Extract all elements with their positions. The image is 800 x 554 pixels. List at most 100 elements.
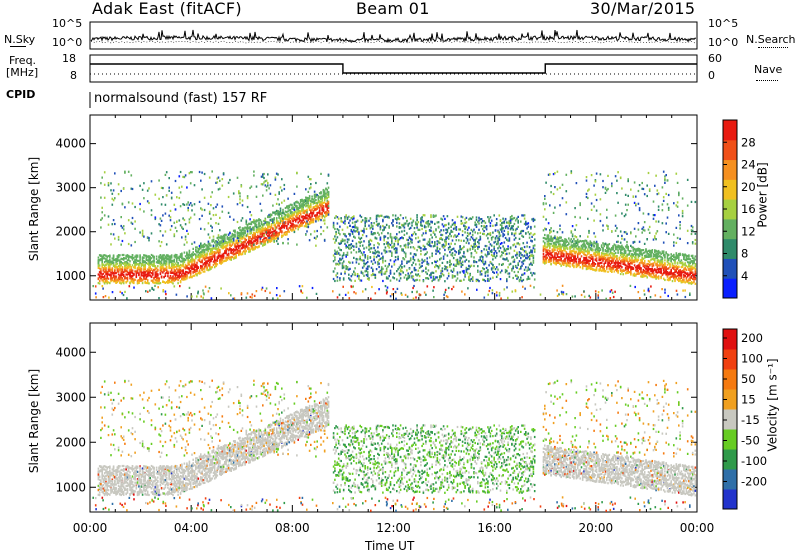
power-echo-cell xyxy=(264,236,267,239)
velocity-echo-cell xyxy=(107,481,110,485)
power-echo-cell xyxy=(174,208,177,211)
power-echo-cell xyxy=(184,235,187,238)
power-echo-cell xyxy=(272,238,274,241)
power-echo-cell xyxy=(150,253,153,257)
velocity-echo-cell xyxy=(183,487,186,490)
power-echo-cell xyxy=(240,184,243,187)
power-echo-cell xyxy=(179,268,182,272)
velocity-echo-cell xyxy=(112,476,115,479)
velocity-echo-cell xyxy=(160,487,163,490)
velocity-echo-cell xyxy=(169,419,172,423)
velocity-echo-cell xyxy=(105,469,107,472)
velocity-echo-cell xyxy=(158,491,160,494)
power-echo-cell xyxy=(110,271,112,274)
velocity-echo-cell xyxy=(133,489,135,492)
power-echo-cell xyxy=(125,273,127,276)
velocity-echo-cell xyxy=(134,438,136,441)
velocity-echo-cell xyxy=(101,466,103,469)
velocity-echo-cell xyxy=(203,476,206,479)
power-echo-cell xyxy=(265,223,268,226)
power-echo-cell xyxy=(107,223,110,226)
velocity-echo-cell xyxy=(174,484,177,487)
power-echo-cell xyxy=(208,176,211,179)
power-echo-cell xyxy=(246,241,249,244)
power-echo-cell xyxy=(216,203,219,206)
velocity-echo-cell xyxy=(136,491,139,494)
power-echo-cell xyxy=(215,245,217,248)
power-echo-cell xyxy=(249,186,251,190)
velocity-echo-cell xyxy=(164,486,167,489)
velocity-echo-cell xyxy=(189,465,192,468)
velocity-echo-cell xyxy=(109,465,111,468)
velocity-echo-cell xyxy=(115,488,117,491)
velocity-echo-cell xyxy=(101,468,103,471)
power-echo-cell xyxy=(265,229,268,232)
power-echo-cell xyxy=(198,246,201,249)
velocity-echo-cell xyxy=(184,475,187,478)
power-echo-cell xyxy=(110,274,112,277)
velocity-echo-cell xyxy=(206,467,208,470)
velocity-echo-cell xyxy=(141,493,144,496)
power-echo-cell xyxy=(178,266,181,269)
velocity-echo-cell xyxy=(248,451,250,454)
power-echo-cell xyxy=(125,281,127,284)
velocity-echo-cell xyxy=(177,486,179,489)
velocity-echo-cell xyxy=(135,485,138,488)
power-echo-cell xyxy=(270,231,273,234)
power-echo-cell xyxy=(167,281,169,284)
velocity-echo-cell xyxy=(198,482,201,485)
power-echo-cell xyxy=(239,239,241,242)
velocity-echo-cell xyxy=(232,448,235,451)
velocity-echo-cell xyxy=(179,475,182,478)
velocity-echo-cell xyxy=(260,443,263,446)
power-echo-cell xyxy=(174,276,177,279)
power-echo-cell xyxy=(245,220,248,223)
power-echo-cell xyxy=(260,220,263,223)
velocity-echo-cell xyxy=(226,469,229,472)
power-echo-cell xyxy=(122,274,125,277)
power-echo-cell xyxy=(184,223,187,226)
velocity-echo-cell xyxy=(141,471,144,474)
power-echo-cell xyxy=(179,266,182,269)
velocity-echo-cell xyxy=(265,433,268,437)
velocity-echo-cell xyxy=(216,470,219,474)
velocity-echo-cell xyxy=(263,382,265,385)
power-echo-cell xyxy=(253,220,255,223)
velocity-echo-cell xyxy=(127,469,130,473)
power-colorbar-tick-label: 16 xyxy=(741,202,756,216)
power-echo-cell xyxy=(148,256,150,259)
power-echo-cell xyxy=(106,280,108,283)
power-echo-cell xyxy=(143,267,145,270)
power-echo-cell xyxy=(154,274,157,277)
power-echo-cell xyxy=(100,268,102,271)
velocity-echo-cell xyxy=(188,381,191,384)
power-echo-cell xyxy=(134,270,136,273)
velocity-echo-cell xyxy=(97,473,100,476)
velocity-echo-cell xyxy=(150,468,153,471)
power-echo-cell xyxy=(246,197,249,200)
power-echo-cell xyxy=(207,242,210,245)
power-echo-cell xyxy=(224,259,226,262)
velocity-echo-cell xyxy=(238,442,240,445)
velocity-echo-cell xyxy=(256,447,259,450)
power-echo-cell xyxy=(256,219,259,222)
velocity-echo-cell xyxy=(215,456,217,459)
velocity-echo-cell xyxy=(250,453,253,456)
velocity-echo-cell xyxy=(127,453,130,456)
power-echo-cell xyxy=(275,237,278,240)
power-echo-cell xyxy=(191,171,193,174)
velocity-echo-cell xyxy=(105,471,107,474)
power-echo-cell xyxy=(275,172,278,175)
power-echo-cell xyxy=(134,264,136,267)
velocity-echo-cell xyxy=(254,446,256,449)
velocity-echo-cell xyxy=(163,492,165,495)
velocity-echo-cell xyxy=(149,482,151,485)
power-echo-cell xyxy=(227,181,230,184)
velocity-echo-cell xyxy=(270,428,273,431)
power-echo-cell xyxy=(116,258,119,261)
velocity-echo-cell xyxy=(120,487,122,490)
velocity-echo-cell xyxy=(229,425,231,428)
velocity-echo-cell xyxy=(169,478,172,481)
velocity-echo-cell xyxy=(164,467,167,471)
power-echo-cell xyxy=(181,254,183,257)
